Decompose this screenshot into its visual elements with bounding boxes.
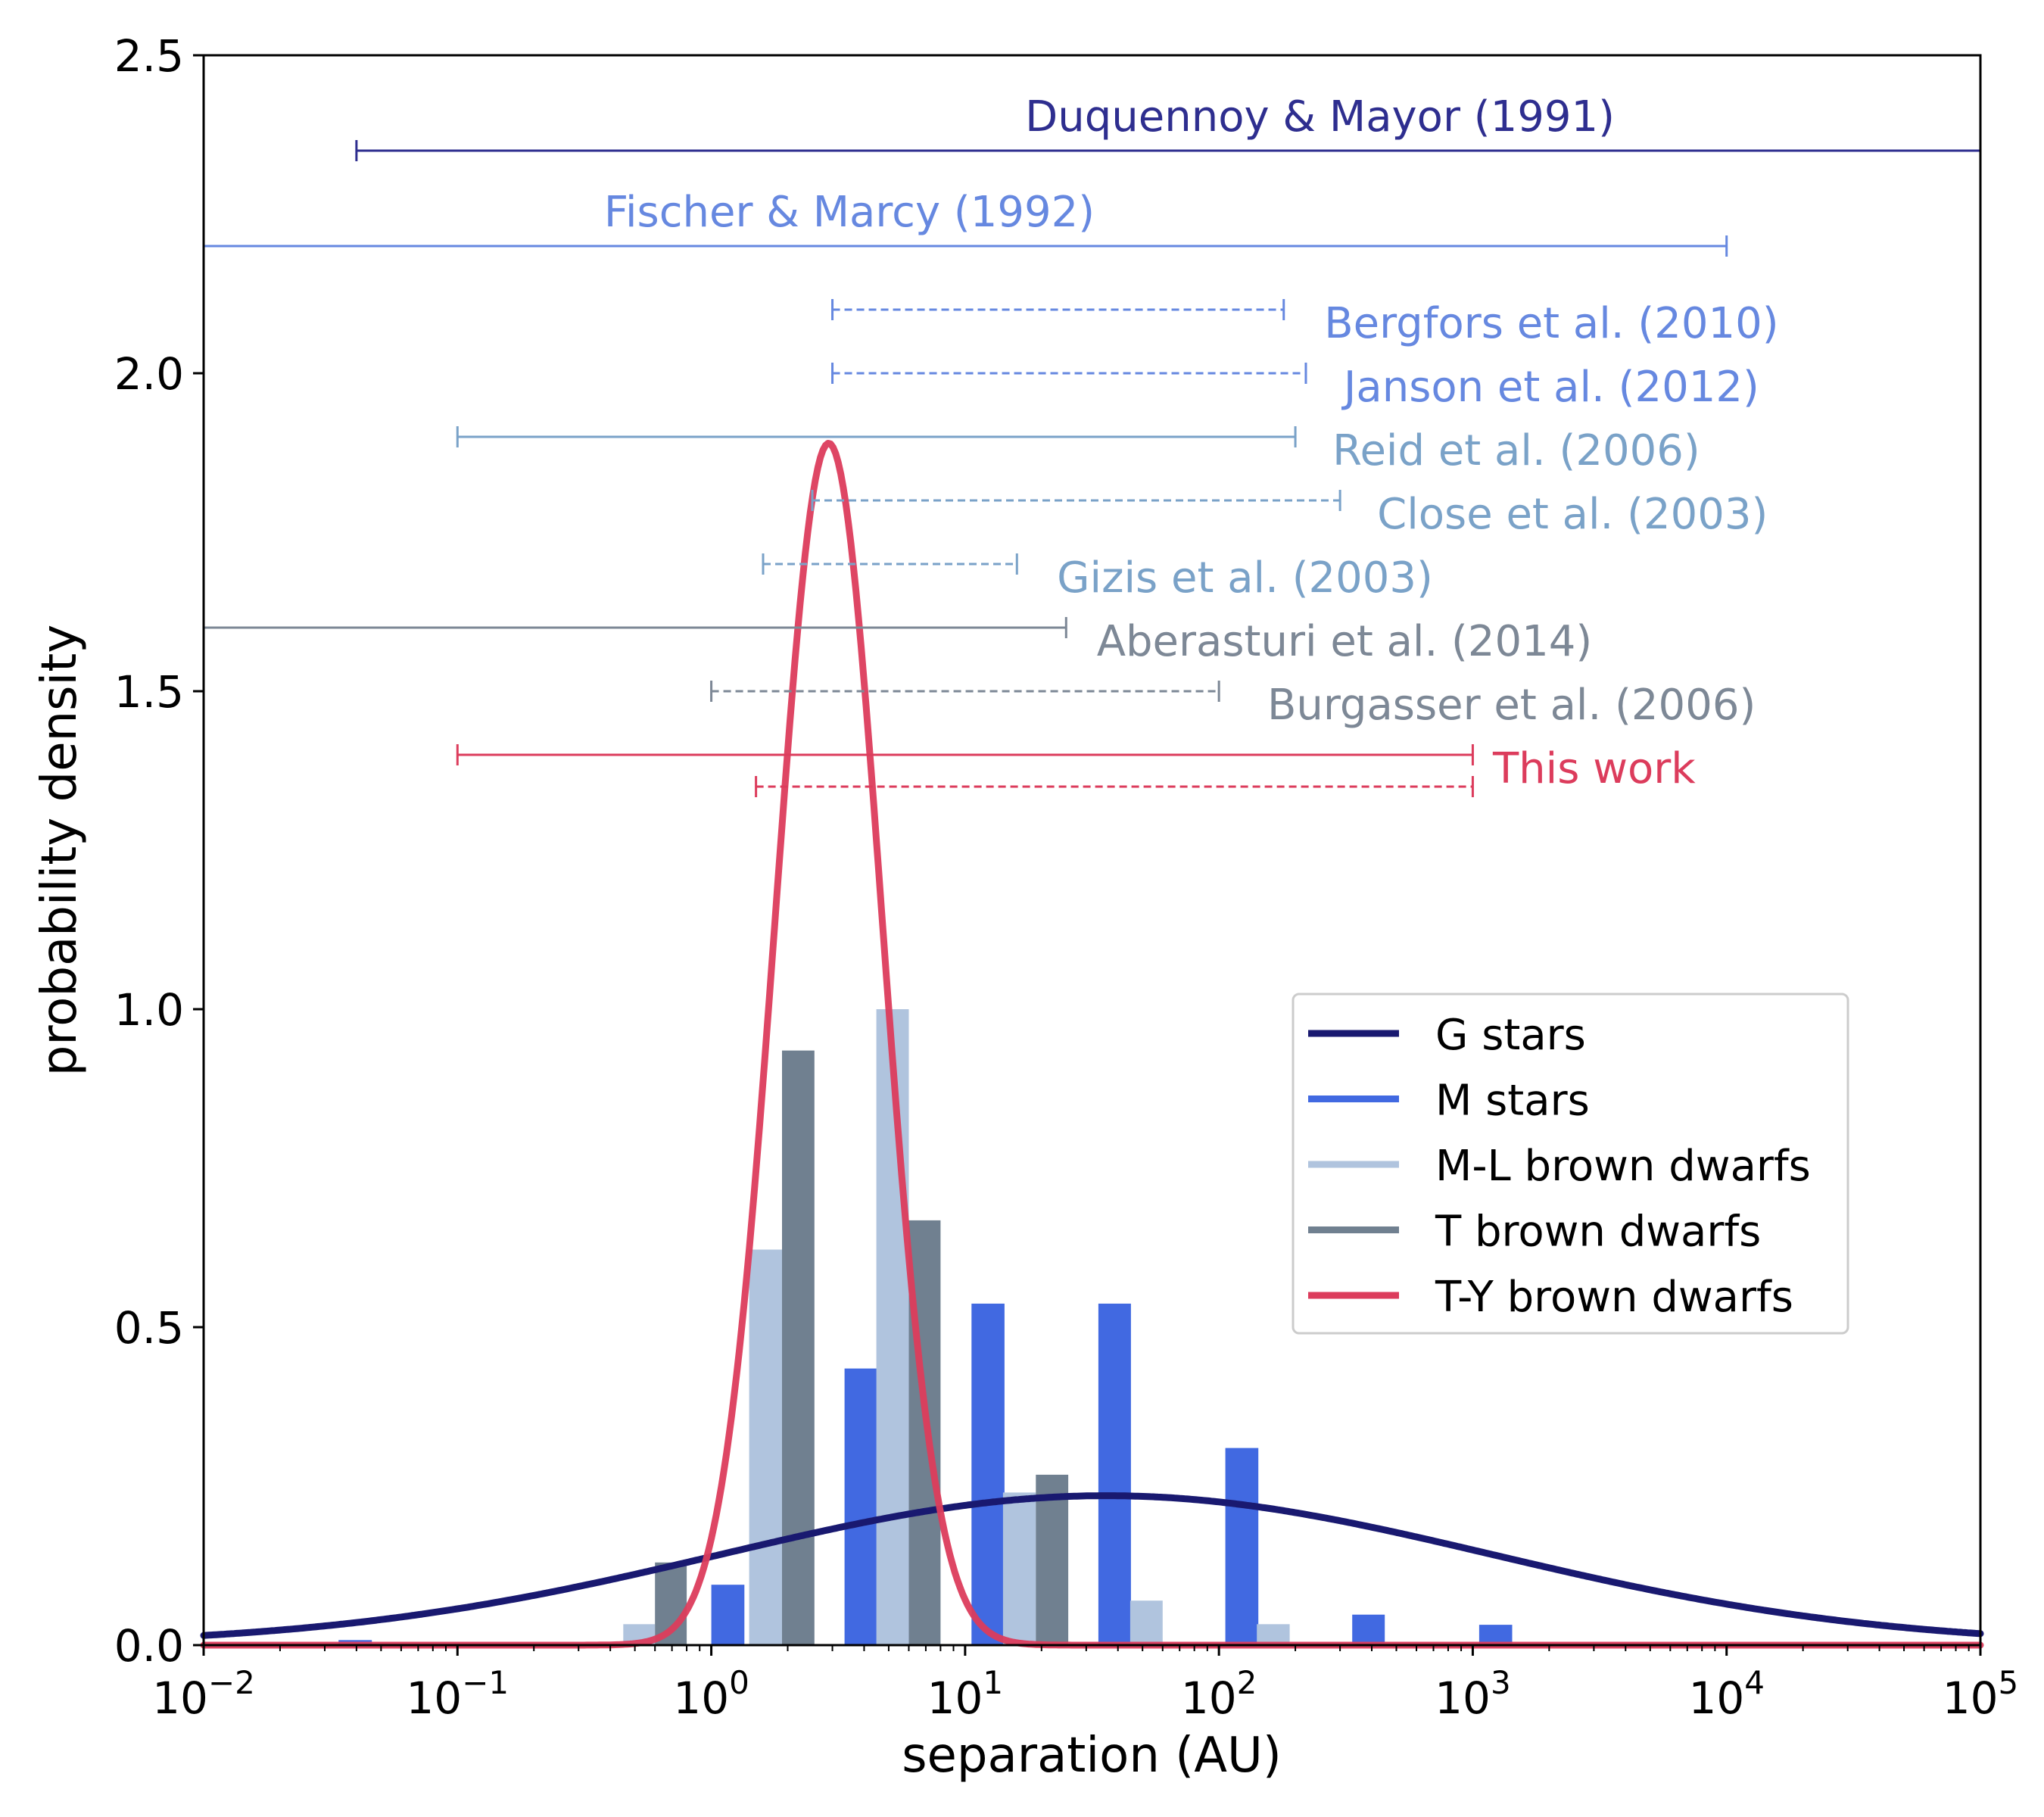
range-label: This work bbox=[1492, 744, 1696, 793]
range-4: Reid et al. (2006) bbox=[456, 426, 1700, 475]
legend: G stars M stars M-L brown dwarfs T brown dw… bbox=[1292, 993, 1849, 1335]
x-tick-label: 103 bbox=[1435, 1664, 1511, 1724]
bar-m-stars-1 bbox=[711, 1585, 745, 1645]
bar-t-brown-dwarfs-3 bbox=[1036, 1474, 1069, 1645]
legend-label: M stars bbox=[1435, 1077, 1590, 1126]
x-tick-exponent: 3 bbox=[1491, 1664, 1511, 1701]
x-tick-exponent: −2 bbox=[208, 1664, 255, 1701]
bar-m-stars-5 bbox=[1225, 1448, 1259, 1645]
legend-box bbox=[1292, 993, 1849, 1335]
x-tick-exponent: 0 bbox=[729, 1664, 749, 1701]
range-label: Bergfors et al. (2010) bbox=[1324, 299, 1778, 348]
x-tick-label: 10−1 bbox=[406, 1664, 509, 1724]
x-tick-label: 100 bbox=[673, 1664, 749, 1724]
x-tick-exponent: −1 bbox=[462, 1664, 509, 1701]
range-3: Janson et al. (2012) bbox=[831, 363, 1759, 412]
x-tick-exponent: 5 bbox=[1999, 1664, 2019, 1701]
y-axis-label: probability density bbox=[32, 625, 88, 1076]
range-9: This work bbox=[456, 744, 1696, 793]
legend-label: M-L brown dwarfs bbox=[1435, 1142, 1811, 1191]
y-tick-label: 0.0 bbox=[114, 1620, 184, 1672]
bar-t-brown-dwarfs-1 bbox=[782, 1050, 815, 1645]
x-tick-label: 102 bbox=[1181, 1664, 1257, 1724]
x-tick-base: 10 bbox=[152, 1672, 208, 1724]
bar-m-stars-6 bbox=[1352, 1614, 1385, 1645]
range-10 bbox=[755, 776, 1474, 797]
y-tick-label: 0.5 bbox=[114, 1302, 184, 1354]
x-tick-base: 10 bbox=[1181, 1672, 1237, 1724]
y-axis-ticks: 0.0 0.5 1.0 1.5 2.0 2.5 bbox=[114, 30, 204, 1672]
range-2: Bergfors et al. (2010) bbox=[831, 299, 1779, 348]
range-label: Aberasturi et al. (2014) bbox=[1097, 617, 1593, 666]
y-tick-label: 1.5 bbox=[114, 666, 184, 718]
x-axis-label: separation (AU) bbox=[902, 1728, 1282, 1784]
histogram-bars bbox=[338, 1009, 1513, 1645]
x-tick-base: 10 bbox=[673, 1672, 729, 1724]
x-tick-base: 10 bbox=[1943, 1672, 1999, 1724]
x-tick-exponent: 4 bbox=[1744, 1664, 1765, 1701]
range-7: Aberasturi et al. (2014) bbox=[202, 617, 1593, 666]
range-8: Burgasser et al. (2006) bbox=[710, 681, 1756, 730]
bar-m-l-brown-dwarfs-3 bbox=[1002, 1492, 1036, 1645]
x-tick-label: 101 bbox=[927, 1664, 1004, 1724]
range-5: Close et al. (2003) bbox=[811, 490, 1768, 539]
range-6: Gizis et al. (2003) bbox=[762, 553, 1433, 603]
x-tick-label: 105 bbox=[1943, 1664, 2019, 1724]
x-tick-label: 104 bbox=[1688, 1664, 1765, 1724]
bar-m-l-brown-dwarfs-4 bbox=[1129, 1600, 1163, 1645]
range-label: Gizis et al. (2003) bbox=[1057, 553, 1433, 603]
legend-label: G stars bbox=[1435, 1011, 1586, 1060]
x-axis-ticks: 10−2 10−1 100 101 102 103 104 105 bbox=[152, 1645, 2018, 1724]
literature-ranges: Duquennoy & Mayor (1991) Fischer & Marcy … bbox=[202, 92, 1982, 797]
bar-m-l-brown-dwarfs-5 bbox=[1257, 1624, 1290, 1645]
y-tick-label: 1.0 bbox=[114, 984, 184, 1036]
x-tick-exponent: 2 bbox=[1237, 1664, 1257, 1701]
bar-m-stars-3 bbox=[971, 1303, 1005, 1645]
legend-label: T-Y brown dwarfs bbox=[1435, 1273, 1793, 1322]
x-tick-base: 10 bbox=[406, 1672, 462, 1724]
x-tick-base: 10 bbox=[1688, 1672, 1744, 1724]
bar-m-l-brown-dwarfs-1 bbox=[749, 1249, 782, 1645]
range-label: Fischer & Marcy (1992) bbox=[604, 188, 1095, 237]
bar-m-stars-2 bbox=[844, 1368, 877, 1645]
x-tick-exponent: 1 bbox=[983, 1664, 1003, 1701]
x-tick-base: 10 bbox=[1435, 1672, 1491, 1724]
range-label: Burgasser et al. (2006) bbox=[1267, 681, 1756, 730]
bar-m-l-brown-dwarfs-2 bbox=[876, 1009, 909, 1645]
range-label: Reid et al. (2006) bbox=[1332, 426, 1700, 475]
legend-label: T brown dwarfs bbox=[1435, 1208, 1761, 1257]
range-label: Duquennoy & Mayor (1991) bbox=[1025, 92, 1615, 142]
x-tick-base: 10 bbox=[927, 1672, 983, 1724]
curve-g-stars bbox=[200, 1492, 1984, 1639]
bar-m-stars-4 bbox=[1098, 1303, 1131, 1645]
range-0: Duquennoy & Mayor (1991) bbox=[355, 92, 1982, 161]
range-1: Fischer & Marcy (1992) bbox=[202, 188, 1728, 257]
range-label: Close et al. (2003) bbox=[1377, 490, 1768, 539]
y-tick-label: 2.0 bbox=[114, 348, 184, 400]
plot-frame bbox=[202, 54, 1982, 1647]
range-label: Janson et al. (2012) bbox=[1341, 363, 1759, 412]
x-tick-label: 10−2 bbox=[152, 1664, 255, 1724]
y-tick-label: 2.5 bbox=[114, 30, 184, 82]
